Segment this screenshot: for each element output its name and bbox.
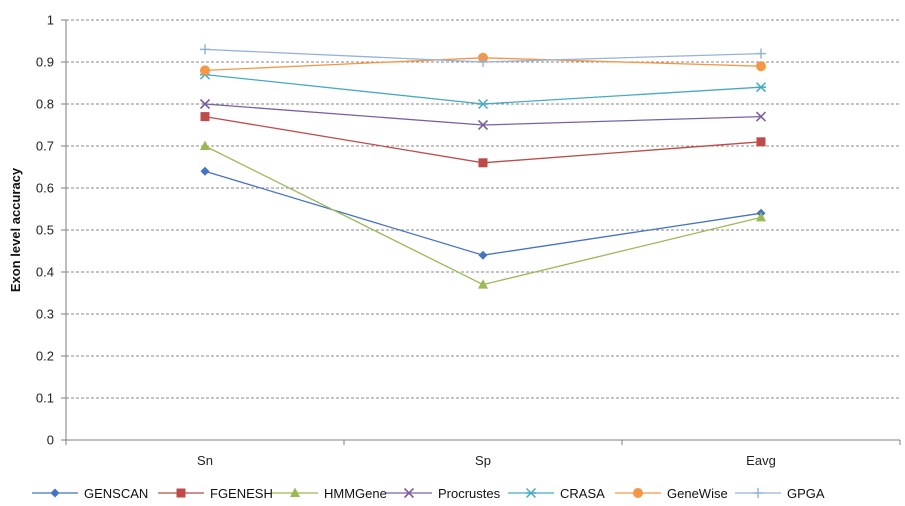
marker-stroke (477, 119, 489, 131)
series-crasa (199, 69, 767, 110)
legend-item-procrustes: Procrustes (386, 486, 501, 501)
marker-stroke (755, 111, 767, 122)
axes (61, 19, 901, 445)
legend-item-genewise: GeneWise (615, 486, 728, 501)
series-line-genscan (204, 170, 762, 256)
legend-label: GENSCAN (84, 486, 148, 501)
legend-marker-procrustes (403, 487, 415, 499)
series-procrustes (199, 98, 767, 131)
data-point-hmmgene (756, 211, 766, 222)
data-point-gpga (478, 57, 488, 67)
data-point-crasa (477, 98, 489, 110)
legend-marker-fgenesh (176, 488, 186, 498)
gridlines (66, 19, 900, 399)
y-tick-label: 0.5 (36, 223, 54, 238)
data-point-crasa (755, 82, 767, 93)
x-tick-label: Sn (197, 453, 213, 468)
y-tick-label: 0.4 (36, 265, 54, 280)
legend-marker-genewise (633, 488, 643, 498)
data-point-gpga (200, 44, 210, 55)
legend-label: GeneWise (667, 486, 728, 501)
legend-label: GPGA (787, 486, 825, 501)
legend-marker-genscan (50, 488, 60, 498)
y-tick-label: 0.8 (36, 97, 54, 112)
data-point-procrustes (199, 98, 211, 110)
data-point-hmmgene (478, 279, 488, 289)
x-tick-label: Sp (475, 453, 491, 468)
data-point-procrustes (477, 119, 489, 131)
y-tick-label: 0 (47, 433, 54, 448)
data-point-fgenesh (478, 158, 488, 168)
y-tick-label: 0.1 (36, 391, 54, 406)
series-line-procrustes (204, 103, 762, 126)
y-tick-label: 0.3 (36, 307, 54, 322)
data-point-fgenesh (756, 137, 766, 147)
legend-marker-crasa (525, 487, 537, 499)
series-hmmgene (200, 140, 766, 289)
y-axis-title: Exon level accuracy (8, 167, 23, 292)
legend-item-crasa: CRASA (508, 486, 605, 501)
data-point-fgenesh (200, 112, 210, 122)
legend-marker-hmmgene (290, 487, 300, 497)
series-genscan (200, 166, 766, 260)
marker-stroke (403, 487, 415, 499)
y-tick-label: 1 (47, 13, 54, 28)
x-tick-label: Eavg (746, 453, 776, 468)
y-tick-label: 0.2 (36, 349, 54, 364)
tick-labels: 0 0.1 0.2 0.3 0.4 0.5 0.6 0.7 0.8 0.9 1 Sn Sp Eavg (36, 13, 776, 469)
data-point-gpga (756, 48, 766, 59)
data-point-genscan (200, 166, 210, 176)
legend: GENSCAN FGENESH HMMGene Procrustes CRASA Gene… (32, 486, 825, 501)
marker-stroke (199, 98, 211, 110)
legend-item-gpga: GPGA (735, 486, 825, 501)
legend-label: FGENESH (210, 486, 273, 501)
legend-item-genscan: GENSCAN (32, 486, 148, 501)
legend-label: CRASA (560, 486, 605, 501)
legend-marker-gpga (753, 488, 763, 498)
legend-item-fgenesh: FGENESH (158, 486, 273, 501)
data-point-genscan (478, 250, 488, 260)
data-point-hmmgene (200, 140, 210, 150)
y-tick-label: 0.6 (36, 181, 54, 196)
legend-label: HMMGene (324, 486, 387, 501)
series-line-fgenesh (204, 115, 762, 164)
series-line-crasa (204, 73, 762, 105)
data-point-procrustes (755, 111, 767, 122)
legend-label: Procrustes (438, 486, 501, 501)
series-gpga (200, 44, 766, 67)
y-tick-label: 0.9 (36, 55, 54, 70)
data-point-genewise (200, 65, 210, 76)
series-group (199, 44, 767, 289)
y-tick-label: 0.7 (36, 139, 54, 154)
data-point-genewise (756, 61, 766, 72)
legend-item-hmmgene: HMMGene (272, 486, 387, 501)
series-fgenesh (200, 112, 766, 168)
